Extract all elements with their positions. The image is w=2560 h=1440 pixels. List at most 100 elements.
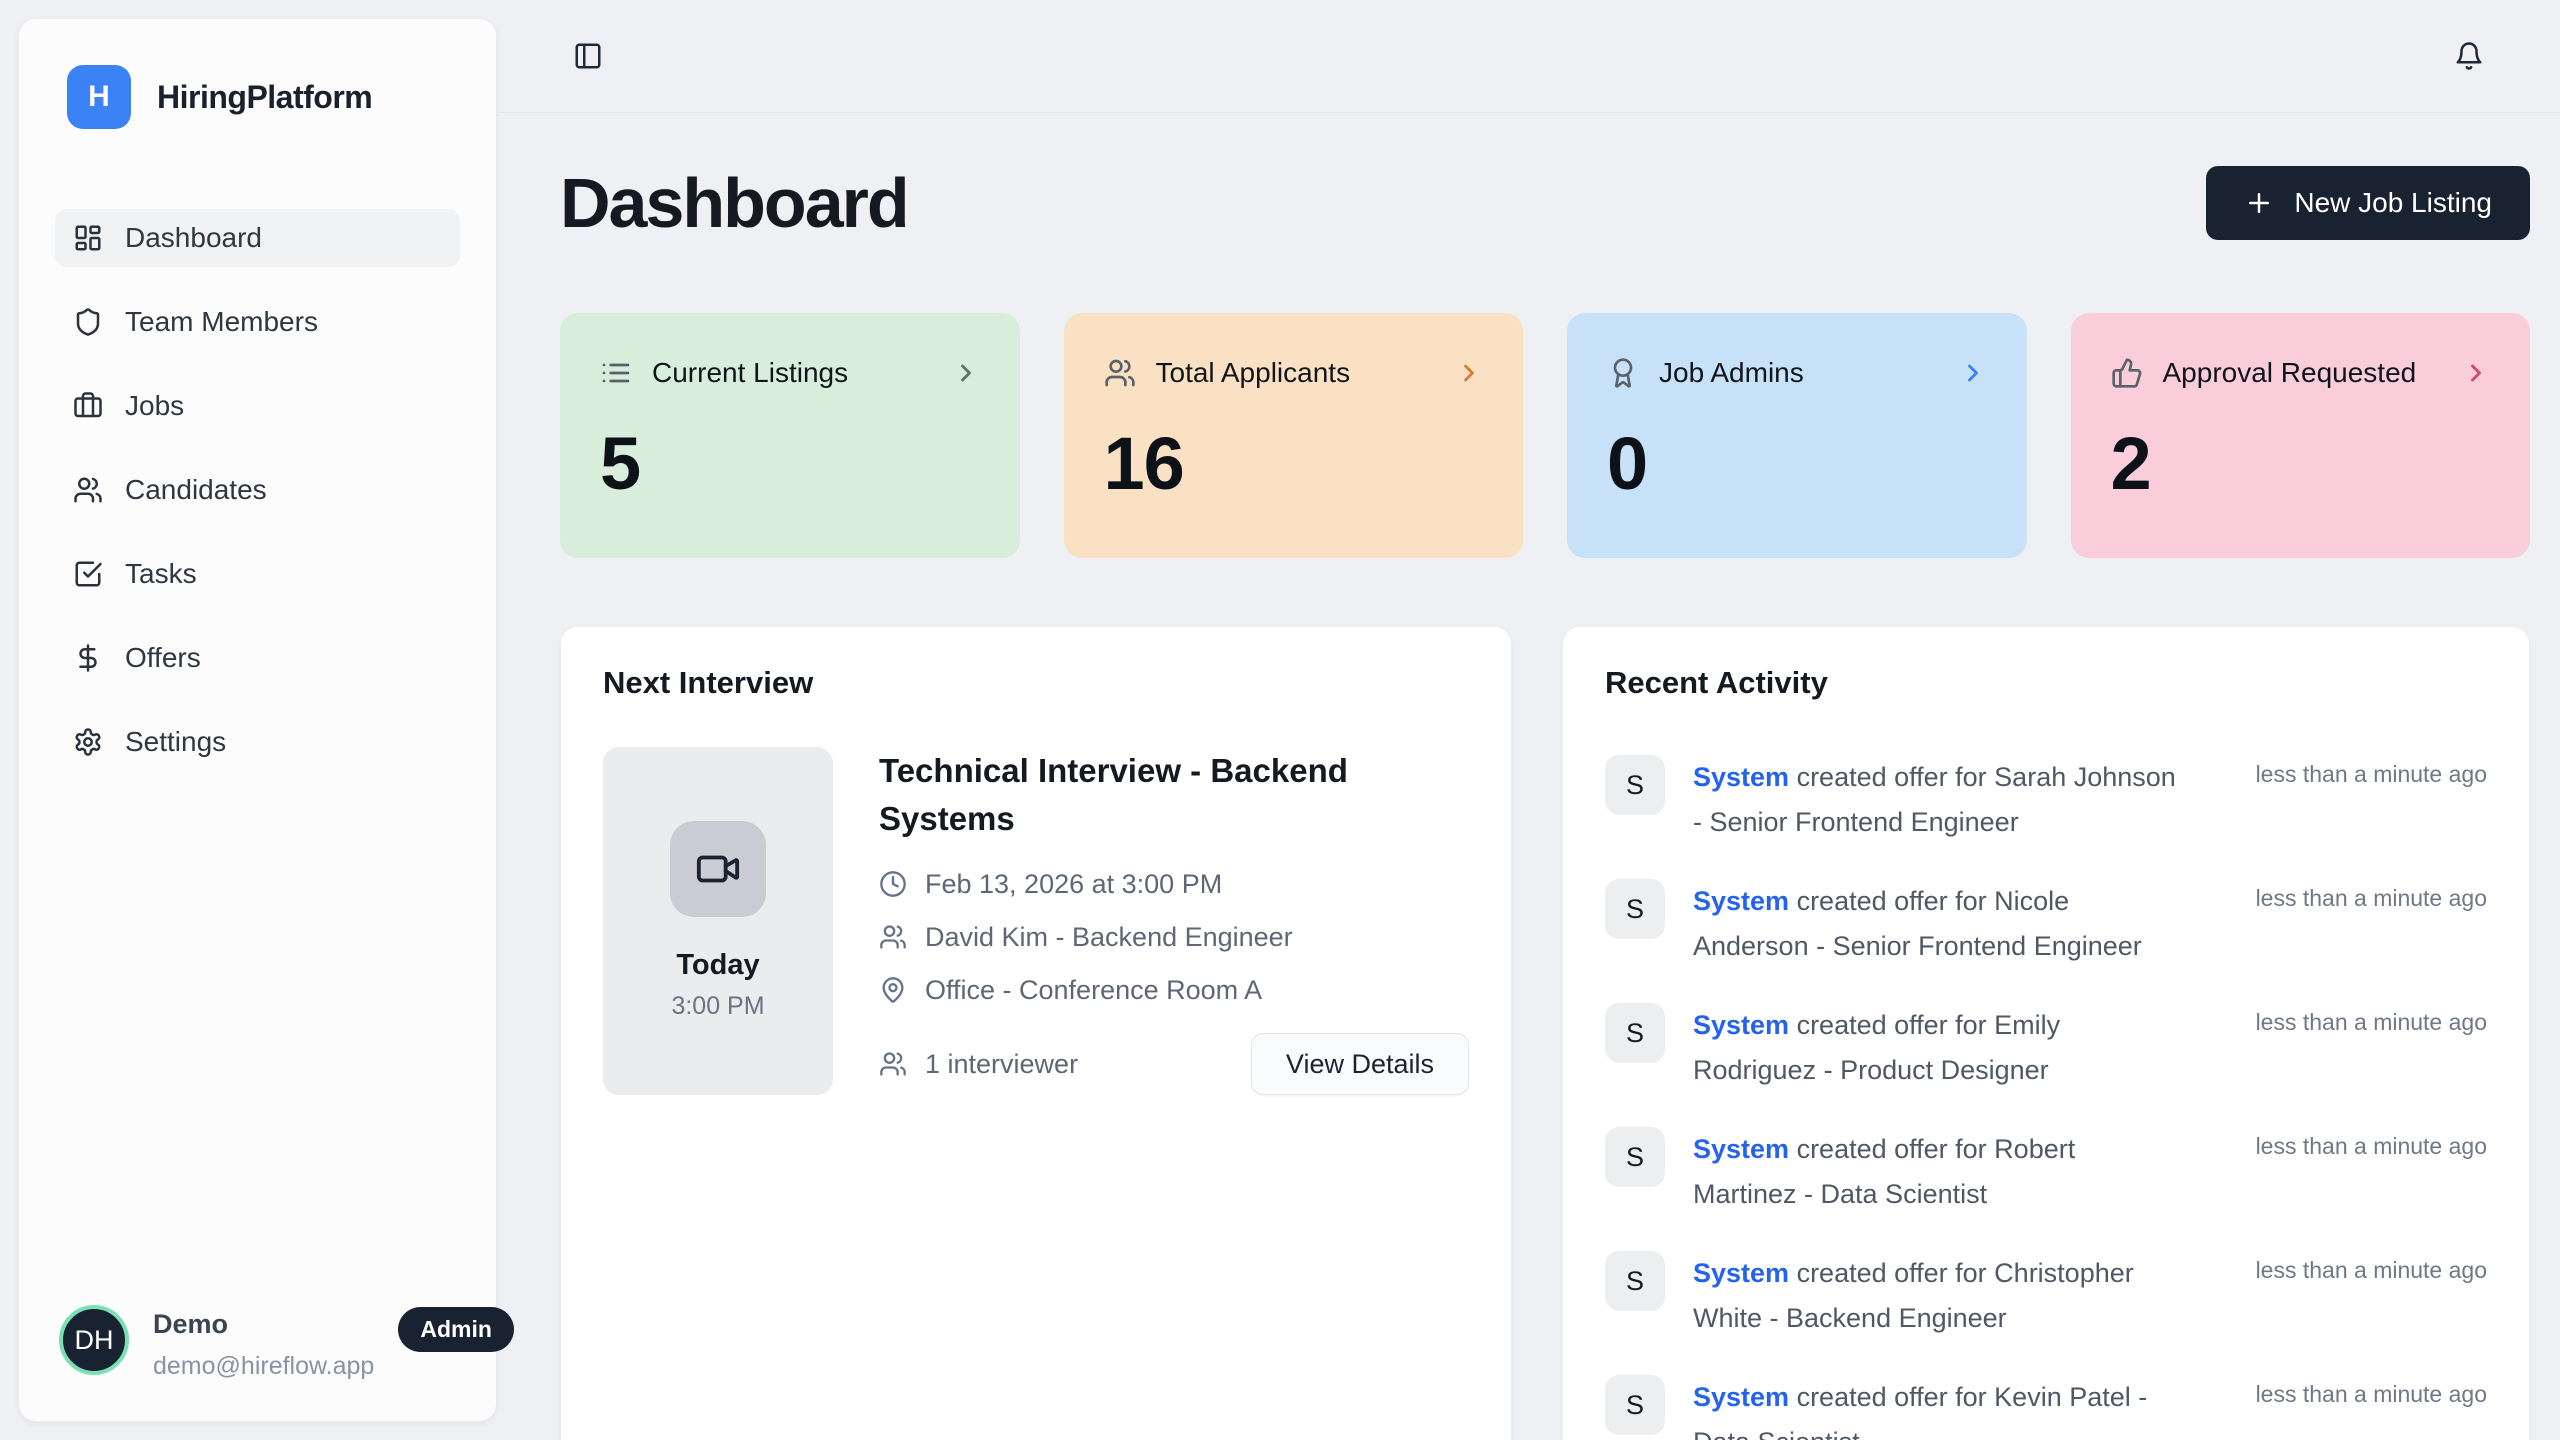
activity-item: S System created offer for Robert Martin… <box>1605 1127 2487 1217</box>
sidebar-nav: Dashboard Team Members Jobs Candidates T… <box>55 209 460 771</box>
activity-description: created offer for Kevin Patel - Data Sci… <box>1693 1382 2148 1440</box>
activity-description: created offer for Nicole Anderson - Seni… <box>1693 886 2142 961</box>
interview-day: Today <box>676 949 760 981</box>
map-pin-icon <box>879 976 907 1004</box>
next-interview-title: Next Interview <box>603 665 814 700</box>
sidebar-item-label: Candidates <box>125 474 267 505</box>
user-email: demo@hireflow.app <box>153 1352 375 1380</box>
sidebar-item-dashboard[interactable]: Dashboard <box>55 209 460 267</box>
activity-text: System created offer for Sarah Johnson -… <box>1693 755 2253 845</box>
main-area: Dashboard New Job Listing Current Listin… <box>497 0 2560 1440</box>
activity-description: created offer for Robert Martinez - Data… <box>1693 1134 2076 1209</box>
page-title: Dashboard <box>560 164 910 242</box>
activity-item: S System created offer for Christopher W… <box>1605 1251 2487 1341</box>
interview-location: Office - Conference Room A <box>879 975 1469 1006</box>
activity-actor[interactable]: System <box>1693 762 1790 792</box>
list-icon <box>600 357 632 389</box>
activity-text: System created offer for Emily Rodriguez… <box>1693 1003 2253 1093</box>
interview-schedule-tile: Today 3:00 PM <box>603 747 833 1095</box>
stats-row: Current Listings 5 Total Applicants 16 J… <box>560 313 2530 558</box>
activity-item: S System created offer for Emily Rodrigu… <box>1605 1003 2487 1093</box>
stat-value: 5 <box>600 422 641 505</box>
shield-icon <box>73 307 103 337</box>
users-icon <box>73 475 103 505</box>
dashboard-icon <box>73 223 103 253</box>
recent-activity-panel: Recent Activity S System created offer f… <box>1562 626 2530 1440</box>
user-profile: DH Demo demo@hireflow.app Admin <box>55 1305 514 1381</box>
stat-label: Job Admins <box>1659 357 1804 388</box>
stat-value: 0 <box>1607 422 1648 505</box>
gear-icon <box>73 727 103 757</box>
activity-list: S System created offer for Sarah Johnson… <box>1605 755 2487 1440</box>
users-icon <box>879 1050 907 1078</box>
activity-item: S System created offer for Nicole Anders… <box>1605 879 2487 969</box>
dollar-icon <box>73 643 103 673</box>
sidebar-item-label: Settings <box>125 726 227 757</box>
stat-card-total-applicants[interactable]: Total Applicants 16 <box>1063 313 1523 558</box>
activity-text: System created offer for Robert Martinez… <box>1693 1127 2253 1217</box>
activity-timestamp: less than a minute ago <box>2255 761 2487 787</box>
activity-actor[interactable]: System <box>1693 886 1790 916</box>
sidebar-item-label: Tasks <box>125 558 197 589</box>
activity-item: S System created offer for Kevin Patel -… <box>1605 1375 2487 1440</box>
sidebar-item-jobs[interactable]: Jobs <box>55 377 460 435</box>
sidebar-item-settings[interactable]: Settings <box>55 713 460 771</box>
chevron-right-icon <box>1455 359 1483 387</box>
stat-value: 2 <box>2110 422 2152 505</box>
bell-icon[interactable] <box>2454 41 2484 71</box>
interviewer-count: 1 interviewer <box>879 1049 1078 1080</box>
chevron-right-icon <box>952 359 980 387</box>
activity-actor[interactable]: System <box>1693 1134 1790 1164</box>
brand-logo: H <box>67 65 131 129</box>
activity-timestamp: less than a minute ago <box>2255 885 2487 911</box>
content: Dashboard New Job Listing Current Listin… <box>497 113 2560 1440</box>
activity-item: S System created offer for Sarah Johnson… <box>1605 755 2487 845</box>
briefcase-icon <box>73 391 103 421</box>
sidebar-item-label: Team Members <box>125 306 318 337</box>
role-badge: Admin <box>398 1307 514 1352</box>
new-job-listing-button[interactable]: New Job Listing <box>2206 166 2530 240</box>
video-icon <box>670 821 766 917</box>
activity-avatar: S <box>1605 1251 1665 1311</box>
page-head: Dashboard New Job Listing <box>560 163 2530 243</box>
stat-card-job-admins[interactable]: Job Admins 0 <box>1567 313 2027 558</box>
activity-avatar: S <box>1605 1127 1665 1187</box>
sidebar-item-team-members[interactable]: Team Members <box>55 293 460 351</box>
next-interview-panel: Next Interview Today 3:00 PM Technical I… <box>560 626 1512 1440</box>
interview-time: 3:00 PM <box>671 992 765 1020</box>
stat-label: Approval Requested <box>2162 357 2417 388</box>
sidebar-item-label: Offers <box>125 642 201 673</box>
award-icon <box>1607 357 1639 389</box>
panels: Next Interview Today 3:00 PM Technical I… <box>560 626 2530 1440</box>
activity-actor[interactable]: System <box>1693 1258 1790 1288</box>
brand-name: HiringPlatform <box>157 78 373 115</box>
activity-actor[interactable]: System <box>1693 1382 1790 1412</box>
stat-label: Current Listings <box>652 357 849 388</box>
topbar <box>497 0 2560 113</box>
chevron-right-icon <box>2462 359 2490 387</box>
interview-event-title: Technical Interview - Backend Systems <box>879 752 1348 837</box>
panel-left-icon[interactable] <box>573 41 603 71</box>
activity-text: System created offer for Nicole Anderson… <box>1693 879 2253 969</box>
sidebar-item-offers[interactable]: Offers <box>55 629 460 687</box>
stat-value: 16 <box>1103 422 1185 505</box>
activity-text: System created offer for Christopher Whi… <box>1693 1251 2253 1341</box>
activity-actor[interactable]: System <box>1693 1010 1790 1040</box>
square-check-icon <box>73 559 103 589</box>
sidebar-item-tasks[interactable]: Tasks <box>55 545 460 603</box>
sidebar-item-candidates[interactable]: Candidates <box>55 461 460 519</box>
activity-timestamp: less than a minute ago <box>2255 1257 2487 1283</box>
view-details-button[interactable]: View Details <box>1250 1033 1469 1095</box>
clock-icon <box>879 870 907 898</box>
brand: H HiringPlatform <box>55 65 460 129</box>
stat-card-current-listings[interactable]: Current Listings 5 <box>560 313 1020 558</box>
interviewer-count-text: 1 interviewer <box>925 1048 1079 1079</box>
stat-label: Total Applicants <box>1155 357 1351 388</box>
activity-description: created offer for Emily Rodriguez - Prod… <box>1693 1010 2061 1085</box>
user-name: Demo <box>153 1309 229 1339</box>
recent-activity-title: Recent Activity <box>1605 665 1828 700</box>
user-meta: Demo demo@hireflow.app <box>153 1305 374 1381</box>
activity-description: created offer for Christopher White - Ba… <box>1693 1258 2134 1333</box>
stat-card-approval-requested[interactable]: Approval Requested 2 <box>2070 313 2530 558</box>
interview-datetime-text: Feb 13, 2026 at 3:00 PM <box>925 868 1223 899</box>
